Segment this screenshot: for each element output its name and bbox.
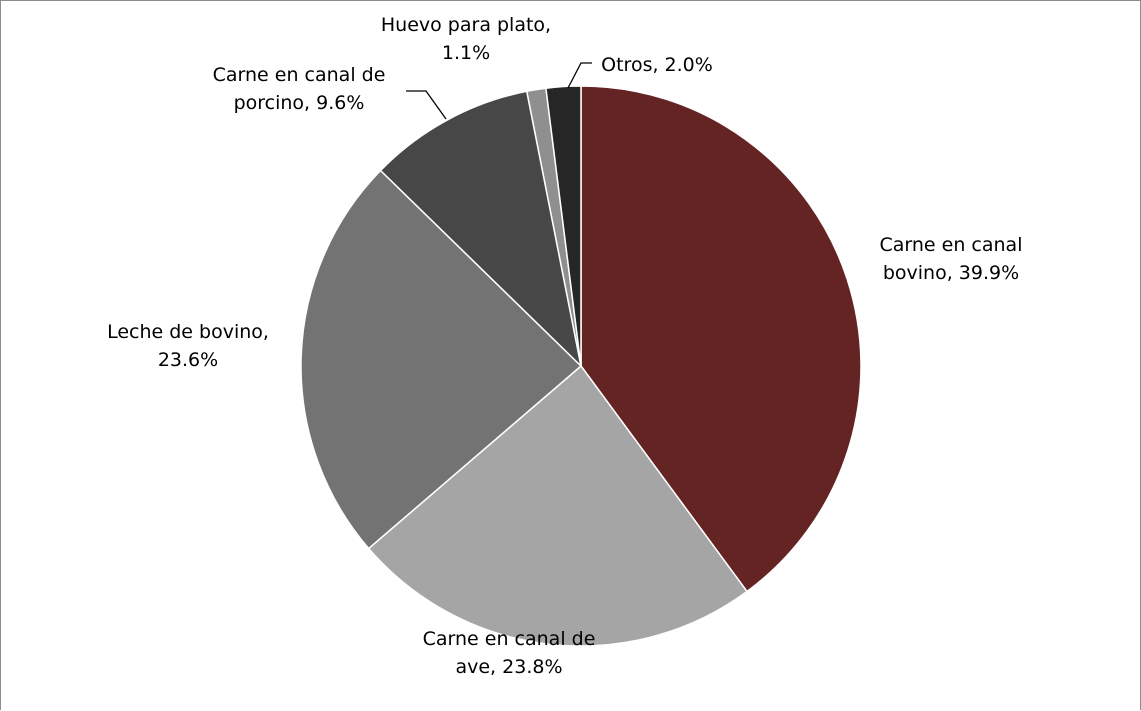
- data-label-carne-en-canal-bovino: Carne en canal bovino, 39.9%: [880, 234, 1023, 284]
- data-label-line: Huevo para plato,: [381, 14, 551, 36]
- leader-line-otros: [567, 62, 592, 89]
- pie-slice-carne-en-canal-de-ave: [367, 364, 749, 647]
- data-label-leche-de-bovino: Leche de bovino, 23.6%: [107, 321, 269, 371]
- data-label-line: Carne en canal de: [213, 64, 386, 86]
- data-label-line: bovino, 39.9%: [883, 262, 1019, 284]
- data-label-line: Leche de bovino,: [107, 321, 269, 343]
- data-label-line: 1.1%: [442, 42, 490, 64]
- pie-slice-carne-en-canal-de-porcino: [379, 90, 583, 369]
- pie-slices: [300, 85, 862, 647]
- leader-line-carne-en-canal-de-porcino: [406, 90, 447, 120]
- data-label-line: ave, 23.8%: [455, 656, 562, 678]
- data-label-line: Otros, 2.0%: [601, 54, 713, 76]
- data-label-carne-en-canal-de-porcino: Carne en canal de porcino, 9.6%: [213, 64, 386, 114]
- data-label-line: 23.6%: [158, 349, 218, 371]
- leader-lines: [406, 62, 592, 120]
- data-label-line: Carne en canal: [880, 234, 1023, 256]
- data-label-otros: Otros, 2.0%: [601, 54, 713, 76]
- pie-slice-leche-de-bovino: [300, 169, 583, 550]
- data-label-line: porcino, 9.6%: [234, 92, 365, 114]
- data-label-line: Carne en canal de: [423, 628, 596, 650]
- data-labels: Carne en canal bovino, 39.9%Carne en cana…: [107, 14, 1022, 678]
- pie-slice-carne-en-canal-bovino: [580, 85, 862, 593]
- data-label-carne-en-canal-de-ave: Carne en canal de ave, 23.8%: [423, 628, 596, 678]
- data-label-huevo-para-plato: Huevo para plato, 1.1%: [381, 14, 551, 64]
- pie-slice-otros: [545, 85, 582, 367]
